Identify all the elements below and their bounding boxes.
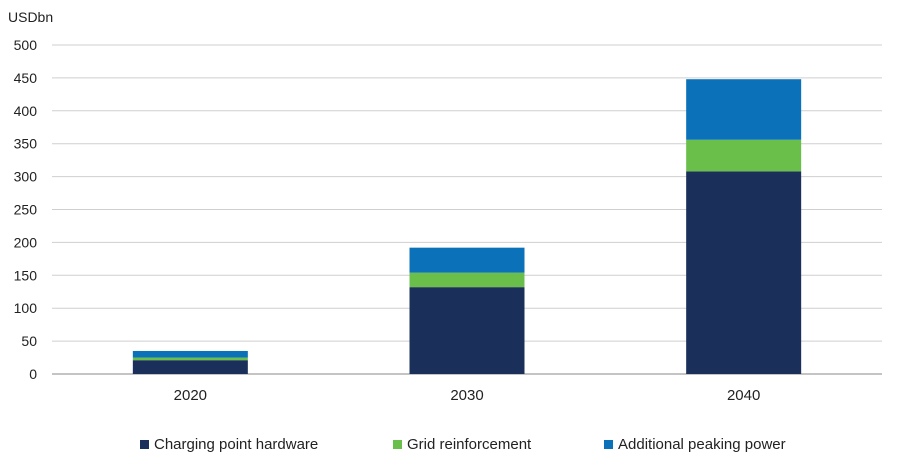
bar-segment: [686, 171, 802, 374]
y-tick-label: 50: [21, 333, 37, 349]
y-tick-label: 250: [14, 202, 38, 218]
legend-label: Charging point hardware: [154, 436, 318, 453]
x-axis-ticks: 2020 2030 2040: [174, 387, 761, 404]
bar-segment: [132, 350, 248, 358]
legend-swatch: [140, 440, 149, 449]
y-tick-label: 500: [14, 37, 38, 53]
y-tick-label: 200: [14, 234, 38, 250]
legend-swatch: [604, 440, 613, 449]
bar-segment: [686, 139, 802, 172]
x-tick-label: 2030: [450, 387, 483, 404]
legend-swatch: [393, 440, 402, 449]
y-tick-label: 350: [14, 136, 38, 152]
legend-label: Additional peaking power: [618, 436, 786, 453]
bar-segment: [132, 357, 248, 361]
gridlines: [52, 44, 882, 375]
y-axis-unit-label: USDbn: [8, 9, 53, 25]
bar-segment: [409, 287, 525, 374]
legend: Charging point hardware Grid reinforcemen…: [140, 436, 786, 453]
bar-segment: [686, 79, 802, 140]
y-axis-ticks: 0 50 100 150 200 250 300 350 400 450 500: [14, 37, 38, 382]
y-tick-label: 150: [14, 267, 38, 283]
bar-segment: [409, 247, 525, 273]
bar-segment: [132, 360, 248, 374]
x-tick-label: 2020: [174, 387, 207, 404]
y-tick-label: 100: [14, 300, 38, 316]
y-tick-label: 0: [29, 366, 37, 382]
x-tick-label: 2040: [727, 387, 760, 404]
y-tick-label: 400: [14, 103, 38, 119]
legend-label: Grid reinforcement: [407, 436, 532, 453]
y-tick-label: 300: [14, 169, 38, 185]
bar-segment: [409, 272, 525, 288]
bars: [132, 79, 802, 374]
y-tick-label: 450: [14, 70, 38, 86]
